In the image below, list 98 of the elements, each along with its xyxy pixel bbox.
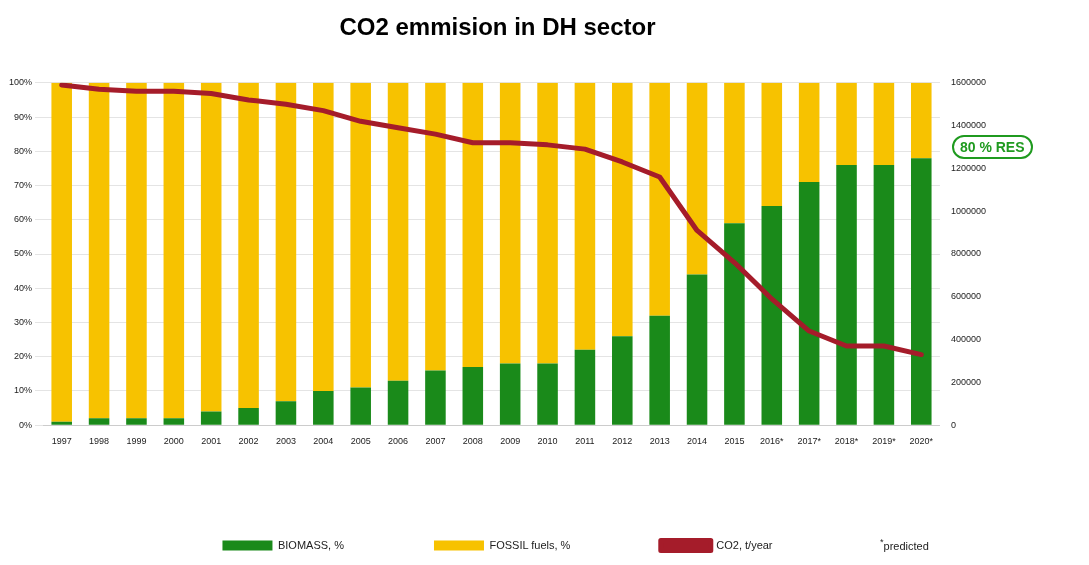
x-tick-label: 2017* [797, 436, 822, 447]
x-tick-label: 2006 [388, 436, 409, 447]
y2-tick-label: 200000 [950, 376, 982, 387]
y-tick-label: 90% [14, 111, 33, 122]
bar [724, 82, 745, 224]
bar [88, 82, 110, 419]
x-tick-label: 2008 [462, 436, 483, 447]
bar [51, 82, 72, 422]
bar [761, 206, 783, 425]
x-tick-label: 1998 [89, 436, 110, 447]
x-tick-label: 2004 [313, 436, 334, 447]
x-tick-label: 2015 [724, 436, 745, 447]
bar [51, 421, 72, 425]
bar [649, 315, 670, 425]
bar [462, 82, 484, 367]
text: $^{*}$predicted [879, 537, 929, 552]
legend-label: CO2, t/year [716, 538, 773, 551]
bar [499, 82, 521, 364]
bar [163, 82, 185, 419]
bar [88, 418, 110, 425]
x-tick-label: 2019* [872, 436, 897, 447]
bar [612, 82, 633, 337]
bar [798, 82, 820, 183]
bar [574, 349, 596, 425]
y-tick-label: 40% [14, 282, 33, 293]
bar [126, 82, 147, 419]
bar [425, 370, 446, 425]
bar [387, 380, 409, 425]
x-tick-label: 2002 [238, 436, 259, 447]
y2-tick-label: 0 [950, 419, 956, 430]
bar [275, 82, 297, 402]
x-tick-label: 2020* [909, 436, 934, 447]
y2-tick-label: 1200000 [950, 162, 987, 173]
y-tick-label: 10% [14, 385, 33, 396]
bar [836, 82, 857, 165]
y-tick-label: 70% [14, 180, 33, 190]
bar [350, 387, 371, 425]
bar [537, 363, 558, 425]
x-tick-label: 2014 [687, 436, 708, 447]
y2-tick-label: 1000000 [950, 205, 987, 216]
bar [798, 182, 820, 425]
legend-label: BIOMASS, % [277, 538, 345, 551]
y-tick-label: 30% [14, 316, 33, 327]
x-tick-label: 2018* [834, 436, 859, 447]
bar [537, 82, 558, 364]
bar [425, 82, 446, 371]
x-tick-label: 2009 [500, 436, 521, 447]
y2-tick-label: 1400000 [950, 120, 987, 131]
x-tick-label: 2007 [425, 436, 446, 447]
y-tick-label: 100% [8, 77, 33, 88]
x-tick-label: 2005 [350, 436, 371, 447]
x-tick-label: 2003 [275, 436, 296, 447]
bar [574, 82, 596, 350]
y-tick-label: 50% [14, 248, 33, 259]
bar [350, 82, 371, 388]
x-tick-label: 2016* [760, 436, 785, 447]
y2-tick-label: 600000 [950, 291, 982, 302]
bar [387, 82, 409, 381]
bar [911, 82, 932, 159]
bar [836, 164, 857, 425]
text: 80 % RES [959, 139, 1025, 155]
bar [911, 158, 932, 425]
bar [612, 336, 633, 425]
bar [238, 82, 259, 409]
bar [313, 82, 334, 391]
y-tick-label: 0% [19, 419, 33, 430]
bar [873, 82, 895, 165]
bar [462, 366, 484, 425]
y-tick-label: 60% [14, 214, 33, 225]
bar [873, 164, 895, 425]
bar [238, 408, 259, 425]
y2-tick-label: 800000 [950, 248, 982, 259]
x-tick-label: 1997 [51, 436, 72, 447]
bar [200, 411, 222, 425]
legend-label: FOSSIL fuels, % [489, 538, 571, 551]
x-tick-label: 2013 [649, 436, 670, 447]
bar [126, 418, 147, 425]
bar [649, 82, 670, 316]
bar [313, 390, 334, 425]
bar [200, 82, 222, 412]
y-tick-label: 20% [14, 351, 33, 362]
x-tick-label: 2010 [537, 436, 558, 447]
x-tick-label: 1999 [126, 436, 147, 447]
y2-tick-label: 1600000 [950, 77, 987, 88]
bar [686, 82, 708, 275]
x-tick-label: 2001 [201, 436, 222, 447]
chart-title: CO2 emmision in DH sector [339, 13, 656, 41]
bar [499, 363, 521, 425]
bar [724, 223, 745, 425]
y-tick-label: 80% [14, 145, 33, 156]
bar [686, 274, 708, 425]
x-tick-label: 2011 [575, 436, 595, 447]
bar [275, 401, 297, 425]
bar [761, 82, 783, 207]
x-tick-label: 2012 [612, 436, 633, 447]
x-tick-label: 2000 [163, 436, 184, 447]
bar [163, 418, 185, 425]
y2-tick-label: 400000 [950, 334, 982, 345]
